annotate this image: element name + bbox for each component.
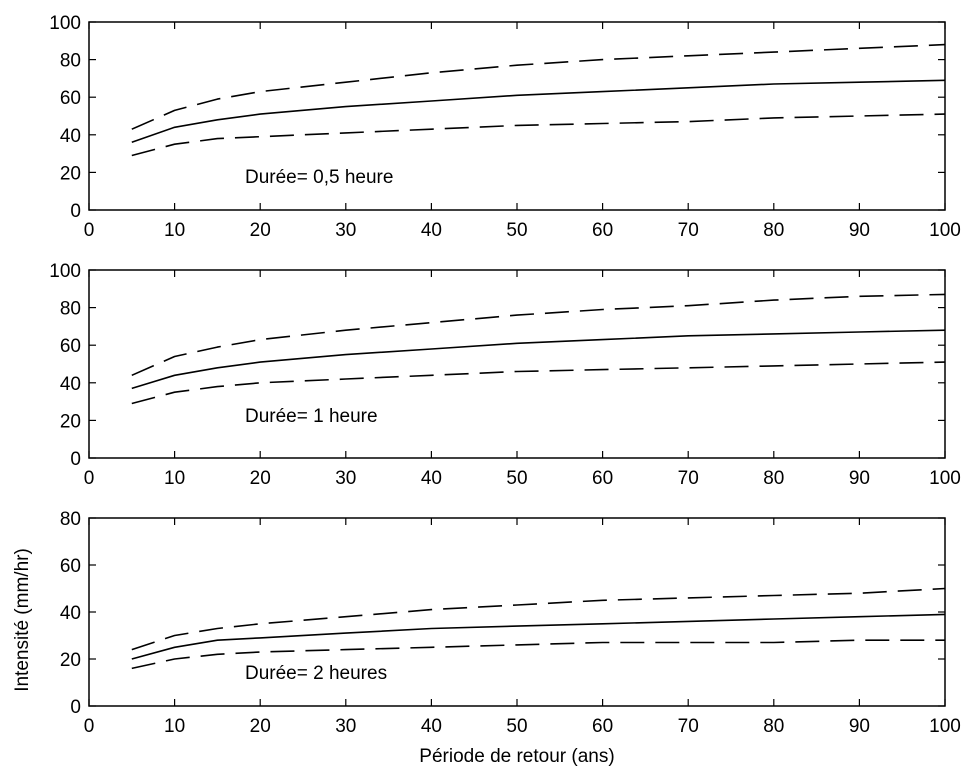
y-tick-label: 40 xyxy=(60,603,81,624)
x-tick-label: 20 xyxy=(250,716,271,737)
series-upper-dashed-line xyxy=(131,43,946,130)
y-tick-label: 80 xyxy=(60,51,81,72)
series-lower-dashed-line xyxy=(131,113,946,157)
x-tick-label: 100 xyxy=(929,716,961,737)
y-tick-label: 40 xyxy=(60,374,81,395)
x-axis-label: Période de retour (ans) xyxy=(419,746,614,767)
x-tick-label: 90 xyxy=(849,716,870,737)
axes-frame xyxy=(88,21,946,211)
x-tick-label: 90 xyxy=(849,468,870,489)
x-tick-label: 60 xyxy=(592,468,613,489)
x-tick-label: 30 xyxy=(335,220,356,241)
x-tick-label: 50 xyxy=(506,716,527,737)
y-tick-label: 20 xyxy=(60,163,81,184)
x-tick-label: 10 xyxy=(164,468,185,489)
y-tick-label: 60 xyxy=(60,88,81,109)
duration-annotation: Durée= 2 heures xyxy=(245,663,387,684)
chart-panel-3: 0 10 20 30 40 50 60 70 80 90 100 0 20 40 60 80 Durée= 2 … xyxy=(12,509,961,767)
x-tick-label: 50 xyxy=(506,468,527,489)
x-tick-label: 100 xyxy=(929,220,961,241)
y-tick-label: 20 xyxy=(60,411,81,432)
y-tick-label: 20 xyxy=(60,650,81,671)
x-tick-label: 10 xyxy=(164,220,185,241)
chart-panel-2: 0 10 20 30 40 50 60 70 80 90 100 0 20 40 60 80 100 Durée=… xyxy=(49,261,961,489)
x-tick-label: 100 xyxy=(929,468,961,489)
duration-annotation: Durée= 1 heure xyxy=(245,406,378,427)
x-tick-label: 0 xyxy=(84,468,95,489)
y-tick-label: 80 xyxy=(60,299,81,320)
y-tick-label: 0 xyxy=(70,201,81,222)
x-tick-label: 70 xyxy=(678,468,699,489)
x-tick-label: 60 xyxy=(592,716,613,737)
x-tick-label: 80 xyxy=(763,468,784,489)
series-upper-dashed-line xyxy=(131,293,946,377)
y-tick-label: 100 xyxy=(49,13,81,34)
series-solid-line xyxy=(131,613,946,660)
x-tick-label: 30 xyxy=(335,716,356,737)
y-tick-label: 0 xyxy=(70,449,81,470)
axes-frame xyxy=(88,517,946,707)
y-tick-label: 60 xyxy=(60,556,81,577)
x-tick-label: 50 xyxy=(506,220,527,241)
y-axis-label: Intensité (mm/hr) xyxy=(12,548,33,692)
y-tick-label: 60 xyxy=(60,336,81,357)
y-tick-label: 80 xyxy=(60,509,81,530)
x-tick-label: 90 xyxy=(849,220,870,241)
y-tick-label: 100 xyxy=(49,261,81,282)
x-tick-label: 40 xyxy=(421,468,442,489)
y-tick-label: 40 xyxy=(60,126,81,147)
x-tick-label: 80 xyxy=(763,716,784,737)
x-tick-label: 40 xyxy=(421,716,442,737)
y-tick-label: 0 xyxy=(70,697,81,718)
x-tick-label: 80 xyxy=(763,220,784,241)
x-tick-label: 30 xyxy=(335,468,356,489)
x-tick-label: 40 xyxy=(421,220,442,241)
x-tick-label: 0 xyxy=(84,220,95,241)
x-tick-label: 0 xyxy=(84,716,95,737)
x-tick-label: 70 xyxy=(678,716,699,737)
axes-frame xyxy=(88,269,946,459)
series-lower-dashed-line xyxy=(131,361,946,405)
x-tick-label: 20 xyxy=(250,468,271,489)
x-tick-label: 60 xyxy=(592,220,613,241)
x-tick-label: 20 xyxy=(250,220,271,241)
series-solid-line xyxy=(131,329,946,390)
x-tick-label: 10 xyxy=(164,716,185,737)
series-solid-line xyxy=(131,79,946,144)
x-tick-label: 70 xyxy=(678,220,699,241)
series-lower-dashed-line xyxy=(131,639,945,670)
duration-annotation: Durée= 0,5 heure xyxy=(245,167,393,188)
series-upper-dashed-line xyxy=(131,587,946,651)
chart-panel-1: 0 10 20 30 40 50 60 70 80 90 100 0 20 40 60 80 100 Durée=… xyxy=(49,13,961,241)
